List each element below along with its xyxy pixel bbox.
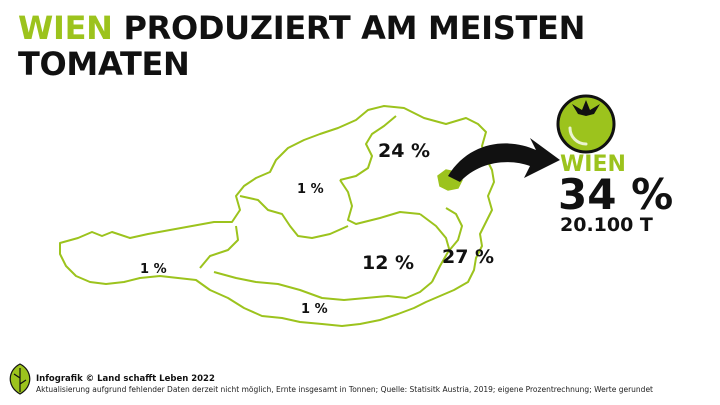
austria-outline (59, 105, 495, 327)
border-tirol (199, 225, 239, 269)
title-line2: TOMATEN (18, 45, 190, 83)
border-noe (339, 115, 397, 181)
leaf-logo-icon (9, 363, 31, 395)
tomato-icon (556, 94, 616, 154)
label-tirol: 1 % (140, 262, 167, 277)
label-stmk: 12 % (362, 252, 415, 274)
title-highlight: WIEN (18, 9, 113, 47)
border-salzburg (239, 195, 349, 239)
label-noe: 24 % (378, 140, 431, 162)
border-ooe (339, 179, 421, 225)
border-stmk-kaernten (213, 271, 433, 301)
arrow-icon (448, 138, 560, 182)
label-ooe: 1 % (297, 182, 324, 197)
footer-note: Aktualisierung aufgrund fehlender Daten … (36, 385, 653, 394)
border-burgenland (431, 207, 463, 283)
title-line1: PRODUZIERT AM MEISTEN (112, 9, 586, 47)
wien-name: WIEN (560, 152, 626, 177)
footer-credit: Infografik © Land schafft Leben 2022 (36, 374, 215, 384)
page-title: WIEN PRODUZIERT AM MEISTEN TOMATEN (18, 10, 585, 82)
label-kaernten: 1 % (301, 302, 328, 317)
label-burgenland: 27 % (442, 246, 495, 268)
wien-share: 34 % (558, 170, 674, 219)
border-noe-stmk (419, 213, 451, 253)
wien-amount: 20.100 T (560, 214, 653, 236)
